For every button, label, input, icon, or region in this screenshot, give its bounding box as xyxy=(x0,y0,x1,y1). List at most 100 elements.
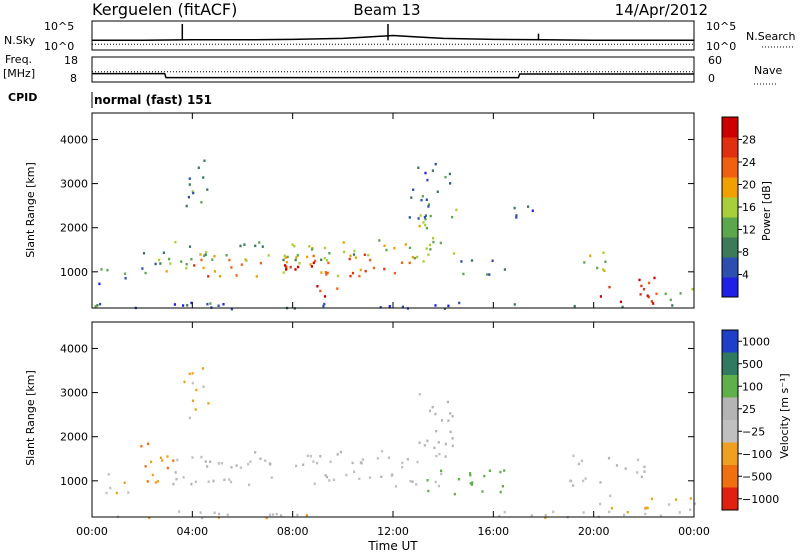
power-cell xyxy=(285,265,288,268)
time-tick-label: 16:00 xyxy=(477,525,509,538)
freq-unit: [MHz] xyxy=(3,67,35,80)
power-cell xyxy=(458,301,461,305)
velocity-cell xyxy=(409,479,412,483)
power-cell xyxy=(211,258,214,261)
power-colorbar-tick-label: 16 xyxy=(742,201,756,214)
power-colorbar-label: Power [dB] xyxy=(760,181,773,241)
nsearch-tick-top: 10^5 xyxy=(706,20,736,33)
power-cell xyxy=(206,188,209,191)
power-colorbar-tick-label: 8 xyxy=(742,246,749,259)
velocity-cell xyxy=(159,456,162,460)
velocity-cell xyxy=(107,473,110,476)
power-cell xyxy=(207,275,210,278)
power-cell xyxy=(285,260,289,264)
velocity-cell xyxy=(636,458,640,462)
velocity-cell xyxy=(447,419,450,422)
power-cell xyxy=(96,304,99,307)
power-cell xyxy=(417,217,420,220)
power-cell xyxy=(328,252,331,255)
power-cell xyxy=(217,304,220,307)
power-cell xyxy=(427,205,430,208)
power-cell xyxy=(291,243,294,246)
power-cell xyxy=(243,243,246,246)
velocity-cell xyxy=(201,516,204,520)
power-cell xyxy=(455,208,458,212)
power-cell xyxy=(596,266,599,270)
power-cell xyxy=(308,245,311,248)
power-cells xyxy=(94,159,694,311)
power-cell xyxy=(320,271,323,274)
power-cell xyxy=(388,305,391,308)
power-cell xyxy=(353,249,356,253)
power-ytick-label: 2000 xyxy=(60,222,88,235)
velocity-cell xyxy=(230,466,233,469)
velocity-cell xyxy=(470,483,473,486)
velocity-cell xyxy=(174,471,177,474)
power-cell xyxy=(652,302,655,305)
velocity-cell xyxy=(457,477,461,481)
velocity-cell xyxy=(353,470,356,473)
power-cell xyxy=(312,261,315,265)
power-cell xyxy=(98,282,101,286)
velocity-cell xyxy=(609,494,612,498)
velocity-cell xyxy=(218,512,221,516)
power-cell xyxy=(186,304,189,307)
velocity-cell xyxy=(440,469,443,473)
power-cell xyxy=(314,259,317,263)
velocity-cell xyxy=(471,481,474,484)
power-cell xyxy=(225,254,228,257)
velocity-cell xyxy=(488,469,491,472)
power-cell xyxy=(254,244,257,248)
velocity-colorbar-swatch xyxy=(722,442,738,466)
velocity-cell xyxy=(175,477,178,481)
velocity-cell xyxy=(659,514,662,518)
velocity-cell xyxy=(433,446,436,450)
power-cell xyxy=(169,262,172,265)
power-cell xyxy=(462,272,465,276)
power-colorbar-swatch xyxy=(722,237,738,258)
velocity-cell xyxy=(572,454,575,458)
power-cell xyxy=(203,254,206,257)
power-cell xyxy=(282,258,285,262)
velocity-cell xyxy=(584,477,587,480)
power-cell xyxy=(193,264,196,267)
velocity-cell xyxy=(406,458,409,461)
velocity-cell xyxy=(416,460,419,464)
date-title: 14/Apr/2012 xyxy=(615,1,708,19)
power-cell xyxy=(434,304,437,307)
velocity-cell xyxy=(376,457,379,460)
velocity-cell xyxy=(418,441,421,444)
velocity-cell xyxy=(418,393,421,396)
power-cell xyxy=(142,252,146,255)
velocity-cell xyxy=(309,454,312,458)
power-cell xyxy=(647,295,650,299)
velocity-cell xyxy=(336,453,339,456)
power-cell xyxy=(187,195,190,199)
power-cell xyxy=(306,255,309,259)
velocity-cell xyxy=(610,507,613,510)
power-cell xyxy=(393,246,396,250)
power-cell xyxy=(439,241,442,245)
velocity-cell xyxy=(668,503,671,506)
velocity-cell xyxy=(435,454,438,458)
velocity-cell xyxy=(275,512,278,516)
velocity-cell xyxy=(235,464,238,467)
velocity-cell xyxy=(259,457,262,460)
velocity-cell xyxy=(469,474,472,477)
power-panel: 1000 2000 3000 4000 Slant Range [km] 4 8 12 16… xyxy=(24,112,773,311)
power-cell xyxy=(691,287,694,291)
power-cell xyxy=(608,285,611,289)
power-cell xyxy=(359,268,362,272)
velocity-cell xyxy=(644,506,648,510)
velocity-cell xyxy=(444,455,447,458)
power-cell xyxy=(432,240,435,244)
power-cell xyxy=(310,265,313,268)
velocity-cell xyxy=(204,460,207,463)
velocity-colorbar-frame xyxy=(721,329,739,511)
power-cell xyxy=(425,247,428,250)
velocity-cell xyxy=(156,480,159,483)
power-cell xyxy=(282,271,285,274)
power-cell xyxy=(336,287,339,290)
nsky-label: N.Sky xyxy=(4,34,36,47)
